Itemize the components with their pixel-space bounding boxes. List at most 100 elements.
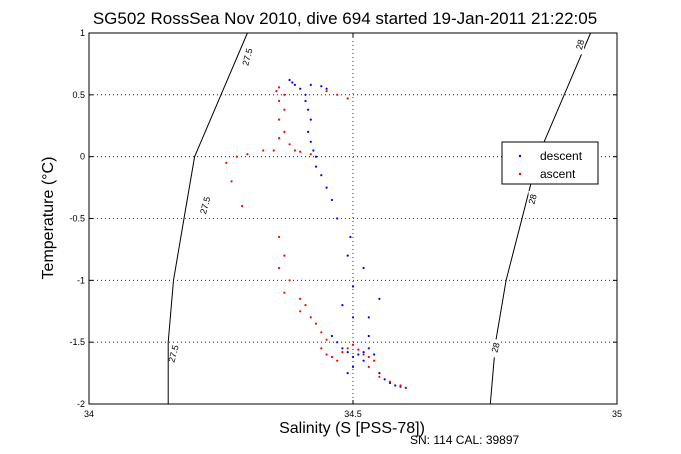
point-ascent: [225, 161, 228, 164]
point-descent: [304, 93, 307, 96]
point-ascent: [288, 143, 291, 146]
point-descent: [336, 217, 339, 220]
point-ascent: [346, 97, 349, 100]
point-ascent: [309, 316, 312, 319]
point-ascent: [378, 375, 381, 378]
point-ascent: [351, 343, 355, 346]
point-descent: [307, 108, 310, 111]
point-ascent: [299, 310, 302, 313]
point-ascent: [288, 279, 291, 282]
x-tick-label: 34.5: [344, 409, 362, 419]
point-descent: [330, 198, 333, 202]
point-ascent: [388, 380, 392, 383]
point-descent: [309, 83, 312, 86]
contour-label-bg: [528, 190, 537, 209]
point-ascent: [309, 153, 312, 156]
point-ascent: [330, 355, 333, 359]
point-ascent: [275, 90, 278, 93]
contour-label-bg: [243, 48, 252, 67]
point-descent: [341, 347, 344, 350]
axis-ticks: 34 34.5 35 -2 -1.5 -1 -0.5 0 0.5 1: [69, 28, 622, 419]
legend-marker-ascent: [518, 172, 522, 176]
point-ascent: [278, 86, 281, 89]
point-ascent: [404, 386, 407, 389]
point-descent: [346, 351, 349, 354]
point-descent: [325, 87, 328, 90]
point-descent: [351, 316, 355, 319]
point-descent: [325, 186, 328, 189]
y-tick-label: 0.5: [72, 90, 85, 100]
point-ascent: [304, 304, 307, 307]
y-tick-label: -1.5: [69, 337, 85, 347]
y-axis-label: Temperature (°C): [40, 157, 57, 280]
point-descent: [330, 334, 333, 338]
density-contours: 27.5 27.5 27.5 28 28 28: [166, 32, 592, 405]
point-ascent: [278, 118, 281, 121]
contour-label: 28: [526, 193, 538, 205]
point-ascent: [346, 347, 349, 350]
point-descent: [367, 347, 370, 350]
point-descent: [309, 118, 312, 121]
point-ascent: [357, 348, 360, 351]
legend-label-ascent: ascent: [540, 167, 576, 181]
grid-lines: [89, 33, 617, 404]
point-ascent: [293, 149, 296, 152]
point-descent: [299, 87, 302, 90]
point-ascent: [241, 205, 244, 208]
point-ascent: [272, 149, 275, 152]
point-ascent: [325, 353, 328, 356]
footer-serial-cal: SN: 114 CAL: 39897: [410, 433, 520, 447]
point-ascent: [262, 149, 265, 152]
y-tick-label: 0: [80, 152, 85, 162]
y-tick-label: -1: [77, 275, 85, 285]
point-ascent: [325, 338, 328, 341]
point-descent: [314, 165, 318, 168]
point-descent: [312, 149, 315, 152]
point-ascent: [399, 384, 402, 387]
point-ascent: [246, 153, 249, 156]
contour-line: [167, 32, 248, 404]
contour-label: 27.5: [240, 47, 254, 67]
contour-label-bg: [491, 339, 500, 358]
point-descent: [309, 140, 312, 143]
x-tick-label: 35: [612, 409, 622, 419]
point-descent: [351, 285, 355, 288]
contour-label: 27.5: [166, 344, 180, 364]
point-ascent: [325, 90, 328, 93]
legend: descent ascent: [501, 141, 599, 185]
legend-marker-descent: [518, 154, 522, 158]
contour-label: 28: [574, 38, 586, 50]
contour-label-bg: [576, 36, 585, 55]
point-ascent: [283, 291, 286, 294]
point-descent: [362, 266, 365, 270]
y-tick-label: -2: [77, 399, 85, 409]
point-ascent: [341, 351, 344, 354]
y-tick-label: 1: [80, 28, 85, 38]
point-descent: [378, 372, 381, 375]
point-ascent: [278, 99, 281, 103]
point-descent: [304, 99, 307, 103]
point-ascent: [320, 331, 323, 334]
point-ascent: [373, 359, 376, 362]
point-ascent: [230, 180, 233, 183]
point-ascent: [314, 322, 318, 325]
point-descent: [367, 334, 370, 338]
point-descent: [357, 353, 360, 356]
x-tick-label: 34: [84, 409, 94, 419]
point-ascent: [278, 266, 281, 270]
point-ascent: [278, 235, 281, 239]
point-descent: [373, 353, 376, 356]
point-descent: [320, 85, 323, 88]
point-descent: [383, 378, 386, 381]
point-ascent: [336, 359, 339, 362]
contour-label-bg: [169, 345, 178, 364]
contour-label-bg: [201, 197, 210, 216]
point-descent: [351, 355, 355, 359]
point-descent: [378, 297, 381, 300]
chart-title: SG502 RossSea Nov 2010, dive 694 started…: [93, 9, 597, 28]
point-descent: [288, 78, 291, 82]
point-descent: [293, 83, 296, 86]
point-descent: [346, 372, 349, 375]
point-descent: [346, 254, 349, 257]
